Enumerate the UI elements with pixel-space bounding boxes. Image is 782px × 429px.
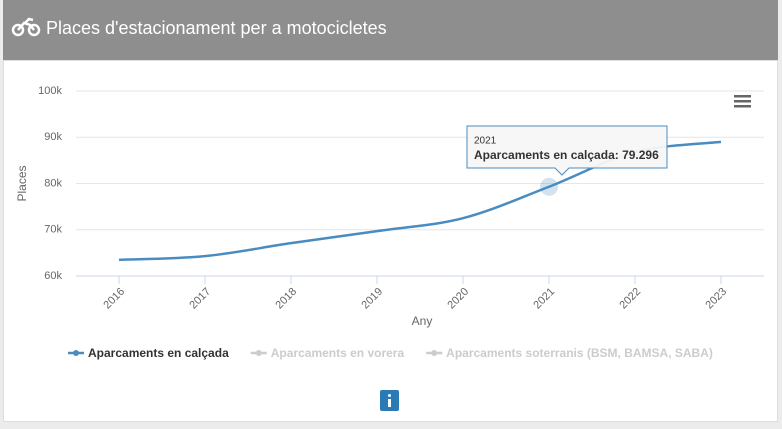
legend-label: Aparcaments en vorera [271, 346, 405, 360]
tooltip-category: 2021 [474, 136, 497, 147]
y-tick-label: 70k [44, 224, 62, 236]
x-tick-label: 2017 [187, 286, 213, 312]
legend-dot [255, 350, 262, 356]
tooltip-box [466, 125, 668, 176]
legend-dot [431, 350, 438, 356]
x-tick-label: 2023 [703, 286, 729, 312]
legend-item[interactable]: Aparcaments en vorera [250, 346, 405, 360]
tooltip-text: Aparcaments en calçada: 79.296 [474, 148, 659, 162]
info-button[interactable] [380, 390, 399, 411]
moto-icon [11, 17, 41, 37]
header: Places d'estacionament per a motociclete… [3, 0, 778, 60]
y-tick-label: 100k [38, 85, 62, 97]
legend-item[interactable]: Aparcaments en calçada [68, 346, 229, 360]
title: Places d'estacionament per a motociclete… [46, 18, 387, 38]
x-tick-label: 2018 [273, 286, 299, 312]
hover-halo [540, 177, 558, 196]
legend-item[interactable]: Aparcaments soterranis (BSM, BAMSA, SABA… [426, 346, 713, 360]
y-tick-label: 60k [44, 270, 62, 282]
x-tick-label: 2016 [101, 286, 127, 312]
y-axis-label: Places [15, 165, 29, 201]
x-tick-label: 2019 [359, 286, 385, 312]
card [3, 60, 778, 422]
x-tick-label: 2021 [531, 286, 557, 312]
legend-label: Aparcaments soterranis (BSM, BAMSA, SABA… [446, 346, 713, 360]
x-axis-label: Any [412, 314, 433, 328]
x-tick-label: 2020 [445, 286, 471, 312]
legend-label: Aparcaments en calçada [88, 346, 229, 360]
y-tick-label: 80k [44, 177, 62, 189]
menu-icon[interactable] [734, 95, 751, 108]
legend-dot [73, 350, 79, 356]
y-tick-label: 90k [44, 131, 62, 143]
x-tick-label: 2022 [617, 286, 643, 312]
